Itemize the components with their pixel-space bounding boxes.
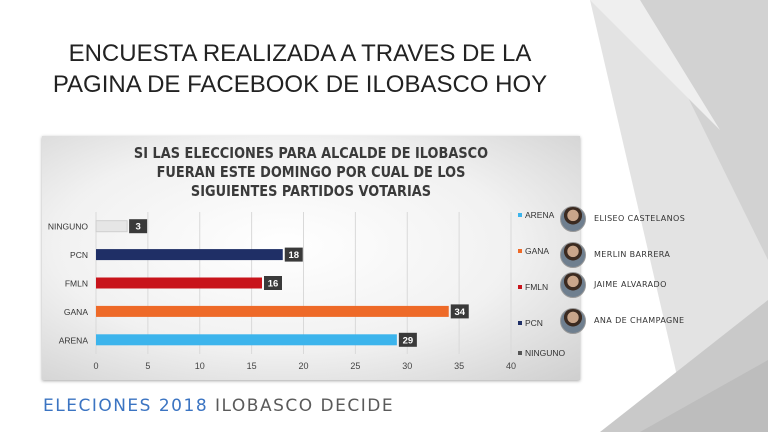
chart-title-line-3: SIGUIENTES PARTIDOS VOTARIAS bbox=[190, 182, 432, 200]
legend-entry: FMLN bbox=[518, 280, 548, 294]
candidate-name: ANA DE CHAMPAGNE bbox=[594, 316, 685, 325]
legend-swatch bbox=[518, 213, 522, 217]
bar bbox=[96, 305, 449, 317]
footer-rest: ILOBASCO DECIDE bbox=[215, 396, 395, 416]
x-tick-label: 40 bbox=[506, 361, 516, 371]
legend-entry: GANA bbox=[518, 244, 549, 258]
data-label-box bbox=[129, 219, 148, 234]
data-label: 16 bbox=[268, 279, 279, 290]
chart-title-line-1: SI LAS ELECCIONES PARA ALCALDE DE ILOBAS… bbox=[133, 144, 489, 162]
data-label: 18 bbox=[288, 250, 299, 261]
data-label-box bbox=[264, 276, 282, 290]
x-tick-label: 0 bbox=[93, 361, 98, 371]
data-label-box bbox=[398, 332, 417, 347]
legend-entry: PCN bbox=[518, 316, 543, 330]
x-tick-label: 35 bbox=[454, 361, 464, 371]
legend-swatch bbox=[518, 321, 522, 325]
legend-entry: ARENA bbox=[518, 208, 554, 222]
data-label: 34 bbox=[454, 307, 465, 318]
data-label-box bbox=[284, 247, 303, 262]
candidate-fmln: JAIME ALVARADO bbox=[560, 272, 700, 302]
legend-label: PCN bbox=[525, 318, 543, 328]
x-tick-label: 20 bbox=[298, 361, 308, 371]
candidate-gana: MERLIN BARRERA bbox=[560, 242, 700, 272]
category-label: GANA bbox=[64, 307, 88, 317]
slide-title: ENCUESTA REALIZADA A TRAVES DE LA PAGINA… bbox=[40, 38, 560, 100]
category-label: FMLN bbox=[65, 279, 88, 289]
chart-title: SI LAS ELECCIONES PARA ALCALDE DE ILOBAS… bbox=[80, 144, 543, 201]
x-tick-label: 10 bbox=[195, 361, 205, 371]
bar bbox=[95, 220, 128, 233]
bar bbox=[96, 249, 283, 261]
data-label-box bbox=[450, 304, 469, 319]
candidate-name: JAIME ALVARADO bbox=[594, 280, 667, 289]
data-label: 29 bbox=[403, 335, 414, 346]
legend-label: ARENA bbox=[525, 210, 555, 220]
candidate-photo bbox=[560, 308, 586, 334]
chart-title-line-2: FUERAN ESTE DOMINGO POR CUAL DE LOS bbox=[156, 163, 466, 181]
candidate-name: ELISEO CASTELANOS bbox=[594, 214, 686, 223]
category-label: PCN bbox=[70, 250, 88, 260]
x-tick-label: 5 bbox=[145, 361, 150, 371]
x-tick-label: 25 bbox=[350, 361, 360, 371]
slide-title-line-1: ENCUESTA REALIZADA A TRAVES DE LA bbox=[68, 40, 532, 67]
legend-entry: NINGUNO bbox=[518, 346, 565, 360]
candidate-photo bbox=[560, 242, 586, 268]
legend-swatch bbox=[518, 351, 522, 355]
legend-swatch bbox=[518, 285, 522, 289]
footer-tagline: ELECIONES 2018 ILOBASCO DECIDE bbox=[43, 396, 394, 416]
legend-swatch bbox=[518, 249, 522, 253]
category-label: ARENA bbox=[59, 335, 89, 345]
bar bbox=[96, 277, 262, 289]
candidate-pcn: ANA DE CHAMPAGNE bbox=[560, 308, 700, 338]
legend-label: GANA bbox=[525, 246, 550, 256]
slide-title-line-2: PAGINA DE FACEBOOK DE ILOBASCO HOY bbox=[52, 71, 548, 98]
x-tick-label: 30 bbox=[402, 361, 412, 371]
candidate-arena: ELISEO CASTELANOS bbox=[560, 206, 700, 236]
legend-label: NINGUNO bbox=[525, 348, 566, 358]
data-label: 3 bbox=[135, 222, 140, 233]
legend-label: FMLN bbox=[525, 282, 549, 292]
chart-panel: SI LAS ELECCIONES PARA ALCALDE DE ILOBAS… bbox=[42, 136, 580, 380]
footer-accent: ELECIONES 2018 bbox=[43, 396, 209, 416]
x-tick-label: 15 bbox=[247, 361, 257, 371]
category-label: NINGUNO bbox=[48, 222, 89, 232]
bar-chart: 0 5 10 15 20 25 30 35 40 NINGUNO 3 PCN 18 FMLN 16 GANA 3… bbox=[48, 212, 516, 371]
candidate-photo bbox=[560, 206, 586, 232]
candidate-name: MERLIN BARRERA bbox=[594, 250, 671, 259]
bar bbox=[96, 334, 397, 346]
candidate-photo bbox=[560, 272, 586, 298]
